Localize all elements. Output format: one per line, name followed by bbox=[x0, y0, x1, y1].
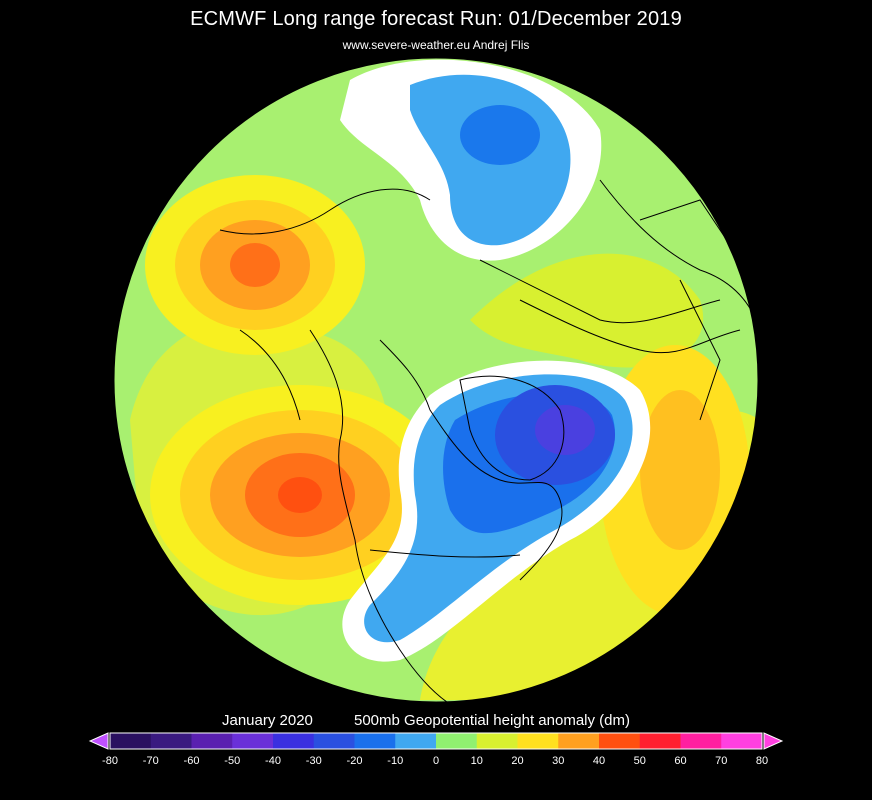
color-scale-tick-label: 40 bbox=[592, 755, 606, 767]
color-scale-tick-label: -30 bbox=[305, 755, 322, 767]
color-scale-swatch bbox=[680, 733, 722, 749]
color-scale-swatch bbox=[232, 733, 274, 749]
color-scale-swatch bbox=[599, 733, 641, 749]
blue-anomaly-siberia bbox=[340, 59, 602, 261]
color-scale-swatch bbox=[150, 733, 192, 749]
color-scale-swatch bbox=[517, 733, 559, 749]
color-scale-tick-label: 60 bbox=[674, 755, 687, 767]
color-scale-tick-label: -60 bbox=[183, 755, 200, 767]
color-scale-swatch bbox=[354, 733, 396, 749]
color-scale-tick-label: 0 bbox=[432, 755, 440, 767]
yellow-green-region-europe bbox=[470, 253, 704, 368]
color-scale-tick-label: -80 bbox=[102, 755, 118, 767]
color-scale-swatch bbox=[476, 733, 518, 749]
color-scale-bar bbox=[109, 732, 763, 750]
color-scale-tick-label: 10 bbox=[470, 755, 483, 767]
color-scale-swatch bbox=[110, 733, 152, 749]
map-disc-border bbox=[113, 57, 759, 703]
scale-max-arrow bbox=[763, 732, 784, 750]
forecast-period-label: January 2020 bbox=[222, 712, 313, 729]
color-scale-tick-label: 70 bbox=[715, 755, 728, 767]
color-scale-swatch bbox=[313, 733, 355, 749]
color-scale-tick-label: -10 bbox=[387, 755, 404, 767]
map-subtitle: www.severe-weather.eu Andrej Flis bbox=[342, 38, 530, 52]
color-scale-swatch bbox=[395, 733, 437, 749]
coastlines bbox=[219, 179, 758, 702]
color-scale-swatch bbox=[191, 733, 233, 749]
color-scale-swatch bbox=[721, 733, 763, 749]
variable-label: 500mb Geopotential height anomaly (dm) bbox=[354, 712, 630, 729]
color-scale-swatch bbox=[558, 733, 600, 749]
scale-min-arrow bbox=[88, 732, 109, 750]
map-title: ECMWF Long range forecast Run: 01/Decemb… bbox=[190, 8, 682, 30]
color-scale-tick-label: 50 bbox=[633, 755, 646, 767]
color-scale-tick-label: -70 bbox=[142, 755, 159, 767]
color-scale-swatch bbox=[436, 733, 478, 749]
color-scale-tick-label: 80 bbox=[755, 755, 769, 767]
color-scale-tick-label: -40 bbox=[265, 755, 281, 767]
orange-anomaly-bering-sea bbox=[145, 175, 365, 355]
color-scale-swatch bbox=[639, 733, 681, 749]
color-scale-outline bbox=[109, 732, 763, 750]
blue-anomaly-north-america-greenland bbox=[342, 360, 651, 662]
color-scale-swatch bbox=[273, 733, 315, 749]
color-scale-tick-label: 30 bbox=[552, 755, 565, 767]
color-scale-tick-label: -20 bbox=[346, 755, 363, 767]
color-scale-tick-label: 20 bbox=[511, 755, 524, 767]
color-scale-tick-label: -50 bbox=[224, 755, 241, 767]
